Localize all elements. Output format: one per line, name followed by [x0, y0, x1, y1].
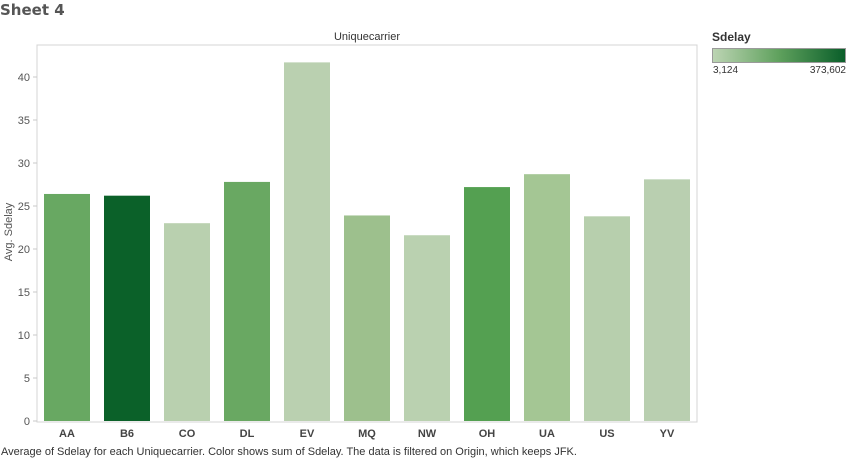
- y-axis-label: Avg. Sdelay: [3, 202, 15, 261]
- legend-title: Sdelay: [712, 30, 751, 44]
- x-tick-label-b6: B6: [120, 428, 134, 440]
- bar-us[interactable]: [584, 216, 630, 421]
- x-tick-label-oh: OH: [479, 428, 496, 440]
- x-tick-label-aa: AA: [59, 428, 75, 440]
- x-axis-labels: AA B6 CO DL EV MQ NW OH UA US YV: [59, 428, 675, 440]
- legend-min-label: 3,124: [713, 65, 739, 76]
- y-tick-label: 40: [18, 72, 30, 84]
- x-tick-label-nw: NW: [418, 428, 437, 440]
- x-tick-label-dl: DL: [240, 428, 255, 440]
- bar-oh[interactable]: [464, 187, 510, 421]
- bar-b6[interactable]: [104, 195, 150, 421]
- y-tick-label: 20: [18, 244, 30, 256]
- legend-gradient-bar: [712, 48, 846, 63]
- bar-ev[interactable]: [284, 62, 330, 421]
- bar-mq[interactable]: [344, 215, 390, 421]
- bars: [44, 62, 690, 421]
- x-tick-label-ua: UA: [539, 428, 555, 440]
- bar-co[interactable]: [164, 223, 210, 421]
- bar-yv[interactable]: [644, 179, 690, 421]
- x-tick-label-yv: YV: [660, 428, 675, 440]
- sheet-title: Sheet 4: [0, 1, 65, 19]
- y-tick-label: 0: [24, 416, 30, 428]
- x-tick-label-mq: MQ: [358, 428, 376, 440]
- color-legend: Sdelay 3,124 373,602: [712, 30, 848, 79]
- x-tick-label-co: CO: [179, 428, 196, 440]
- y-axis-ticks: 0 5 10 15 20 25 30 35 40: [18, 72, 37, 428]
- chart-title: Uniquecarrier: [334, 31, 400, 43]
- x-tick-label-ev: EV: [300, 428, 315, 440]
- bar-ua[interactable]: [524, 174, 570, 421]
- bar-nw[interactable]: [404, 235, 450, 421]
- y-tick-label: 10: [18, 330, 30, 342]
- y-tick-label: 5: [24, 373, 30, 385]
- bar-dl[interactable]: [224, 181, 270, 421]
- bar-aa[interactable]: [44, 193, 90, 421]
- x-tick-label-us: US: [599, 428, 614, 440]
- y-tick-label: 15: [18, 287, 30, 299]
- y-tick-label: 35: [18, 115, 30, 127]
- chart-caption: Average of Sdelay for each Uniquecarrier…: [1, 446, 577, 458]
- legend-labels: 3,124 373,602: [712, 65, 846, 79]
- y-tick-label: 30: [18, 158, 30, 170]
- y-tick-label: 25: [18, 201, 30, 213]
- legend-max-label: 373,602: [809, 65, 846, 76]
- plot-area-border: [36, 44, 698, 423]
